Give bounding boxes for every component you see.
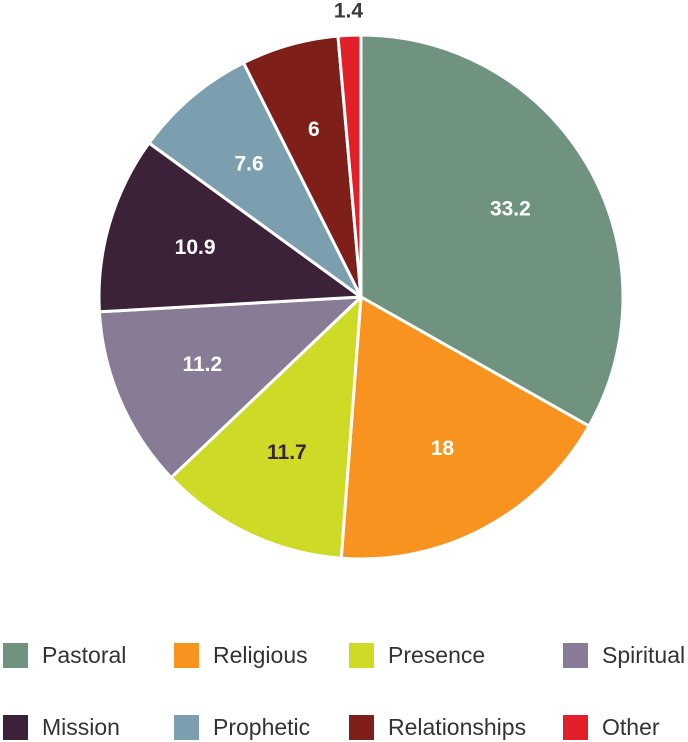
legend-item-spiritual: Spiritual: [563, 640, 685, 670]
pie-slice-religious: [339, 295, 591, 561]
legend-swatch-mission: [3, 714, 28, 740]
slice-value-label-presence: 11.7: [267, 441, 307, 464]
legend-item-relationships: Relationships: [349, 712, 526, 742]
legend-swatch-prophetic: [174, 714, 199, 740]
slice-value-label-other: 1.4: [334, 0, 364, 22]
legend-label-spiritual: Spiritual: [602, 641, 686, 668]
pie-slice-presence: [169, 295, 363, 560]
legend-item-prophetic: Prophetic: [174, 712, 310, 742]
slice-value-label-prophetic: 7.6: [235, 153, 264, 176]
legend-item-religious: Religious: [174, 640, 308, 670]
legend-item-presence: Presence: [349, 640, 485, 670]
legend-item-pastoral: Pastoral: [3, 640, 126, 670]
legend-swatch-relationships: [349, 714, 374, 740]
legend-label-mission: Mission: [42, 713, 120, 740]
pie-slice-spiritual: [97, 295, 363, 480]
legend-label-relationships: Relationships: [388, 713, 527, 740]
pie-chart: 33.2 18 11.7 11.2 10.9 7.6 6 1.4: [97, 0, 625, 561]
legend-item-other: Other: [563, 712, 660, 742]
pie-value-labels: 33.2 18 11.7 11.2 10.9 7.6 6 1.4: [175, 0, 531, 464]
legend-label-pastoral: Pastoral: [42, 641, 127, 668]
pie-slice-pastoral: [359, 33, 625, 428]
legend-swatch-religious: [174, 642, 199, 668]
legend-item-mission: Mission: [3, 712, 120, 742]
slice-value-label-pastoral: 33.2: [490, 197, 531, 220]
slice-value-label-spiritual: 11.2: [182, 353, 222, 376]
pie-slices: [97, 33, 625, 561]
slice-value-label-mission: 10.9: [175, 236, 216, 259]
pie-slice-other: [336, 33, 363, 299]
pie-slice-mission: [97, 141, 363, 314]
legend: Pastoral Religious Presence Spiritual Mi…: [0, 632, 688, 741]
pie-slice-prophetic: [147, 61, 363, 299]
legend-label-presence: Presence: [388, 641, 486, 668]
slice-value-label-religious: 18: [431, 437, 455, 460]
slice-value-label-relationships: 6: [308, 118, 320, 141]
legend-swatch-presence: [349, 642, 374, 668]
legend-label-other: Other: [602, 713, 660, 740]
legend-label-prophetic: Prophetic: [213, 713, 311, 740]
legend-swatch-spiritual: [563, 642, 588, 668]
legend-swatch-other: [563, 714, 588, 740]
legend-label-religious: Religious: [213, 641, 308, 668]
legend-swatch-pastoral: [3, 642, 28, 668]
